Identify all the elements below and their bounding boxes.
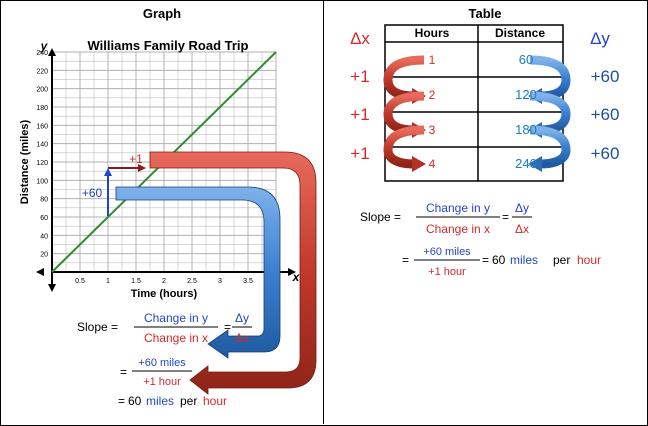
slope-delta-num: Δy [235, 311, 249, 325]
y-tick-label: 240 [36, 50, 48, 57]
chart-axes [36, 48, 296, 292]
y-tick-label: 80 [40, 197, 48, 204]
rise-label: +60 [82, 186, 103, 200]
cell-distance-3: 180 [515, 122, 537, 137]
x-change-3: +1 [350, 144, 369, 163]
y-tick-label: 20 [40, 252, 48, 259]
slope-result-unit2: hour [203, 394, 227, 408]
table-slope-eq2: = [402, 253, 409, 267]
y-change-3: +60 [591, 144, 620, 163]
graph-heading: Graph [142, 6, 182, 21]
cell-hours-1: 1 [429, 53, 436, 67]
table-slope-result-per: per [553, 253, 570, 267]
rise-arrow [115, 186, 281, 359]
x-tick-label: 0.5 [75, 278, 85, 285]
x-tick-labels: 0.5 1 1.5 2 2.5 3 3.5 [75, 278, 253, 285]
cell-distance-4: 240 [515, 156, 537, 171]
y-tick-label: 120 [36, 160, 48, 167]
chart-title: Williams Family Road Trip [88, 38, 249, 53]
slope-label: Slope = [77, 320, 118, 334]
y-tick-label: 100 [36, 178, 48, 185]
table-slope-result-unit1: miles [510, 253, 538, 267]
y-tick-label: 220 [36, 68, 48, 75]
x-axis-letter: x [292, 270, 301, 284]
table-slope-frac-num: +60 miles [423, 246, 471, 258]
cell-distance-2: 120 [515, 87, 537, 102]
table-slope-eq: = [502, 210, 509, 224]
slope-result-value: 60 [128, 394, 142, 408]
delta-y-label: Δy [590, 29, 610, 48]
slope-eq3: = [118, 394, 125, 408]
x-change-2: +1 [350, 105, 369, 124]
run-arrow [149, 151, 317, 395]
x-tick-label: 1 [106, 278, 110, 285]
column-header-hours: Hours [415, 26, 450, 40]
slope-result-per: per [180, 394, 197, 408]
slope-denominator: Change in x [144, 331, 208, 345]
slope-numerator: Change in y [144, 311, 208, 325]
cell-hours-3: 3 [429, 123, 436, 137]
y-tick-label: 160 [36, 123, 48, 130]
table-slope-label: Slope = [360, 210, 401, 224]
column-header-distance: Distance [495, 26, 545, 40]
cell-distance-1: 60 [519, 52, 533, 67]
slope-frac-num: +60 miles [138, 357, 186, 369]
table-slope-numerator: Change in y [426, 201, 490, 215]
cell-hours-4: 4 [429, 157, 436, 171]
y-tick-label: 140 [36, 142, 48, 149]
table-slope-result-unit2: hour [577, 253, 601, 267]
x-tick-label: 3.5 [243, 278, 253, 285]
table-slope-result-value: 60 [492, 253, 506, 267]
y-tick-label: 200 [36, 87, 48, 94]
table-slope-eq3: = [482, 253, 489, 267]
y-change-1: +60 [591, 67, 620, 86]
delta-x-arrows [383, 55, 426, 172]
x-tick-label: 1.5 [131, 278, 141, 285]
delta-y-arrows [528, 55, 571, 172]
slope-eq2: = [120, 365, 127, 379]
y-axis-letter: y [40, 39, 49, 53]
x-change-1: +1 [350, 67, 369, 86]
table-heading: Table [468, 6, 502, 21]
run-arrowhead [138, 164, 146, 172]
y-tick-label: 60 [40, 215, 48, 222]
cell-hours-2: 2 [429, 88, 436, 102]
x-tick-label: 3 [218, 278, 222, 285]
panel-divider [323, 1, 324, 424]
delta-x-label: Δx [350, 29, 370, 48]
table-slope-delta-den: Δx [515, 222, 529, 236]
table-slope-frac-den: +1 hour [428, 266, 466, 278]
rise-arrowhead [104, 168, 112, 176]
x-tick-label: 2.5 [187, 278, 197, 285]
y-tick-label: 180 [36, 105, 48, 112]
graph-slope-equation: Slope = Change in y Change in x = Δy Δx … [77, 311, 252, 408]
data-table: Hours Distance [384, 24, 564, 182]
table-slope-denominator: Change in x [426, 222, 490, 236]
slope-frac-den: +1 hour [143, 376, 181, 388]
y-tick-labels: 20 40 60 80 100 120 140 160 180 200 220 240 [36, 50, 48, 259]
x-tick-label: 2 [162, 278, 166, 285]
slope-delta-den: Δx [235, 331, 249, 345]
y-change-2: +60 [591, 105, 620, 124]
y-tick-label: 40 [40, 233, 48, 240]
slope-eq: = [224, 320, 231, 334]
run-label: +1 [129, 152, 143, 166]
x-axis-label: Time (hours) [131, 288, 198, 300]
slope-result-unit1: miles [146, 394, 174, 408]
table-slope-delta-num: Δy [515, 201, 529, 215]
y-axis-label: Distance (miles) [19, 119, 31, 204]
table-slope-equation: Slope = Change in y Change in x = Δy Δx … [360, 201, 601, 278]
